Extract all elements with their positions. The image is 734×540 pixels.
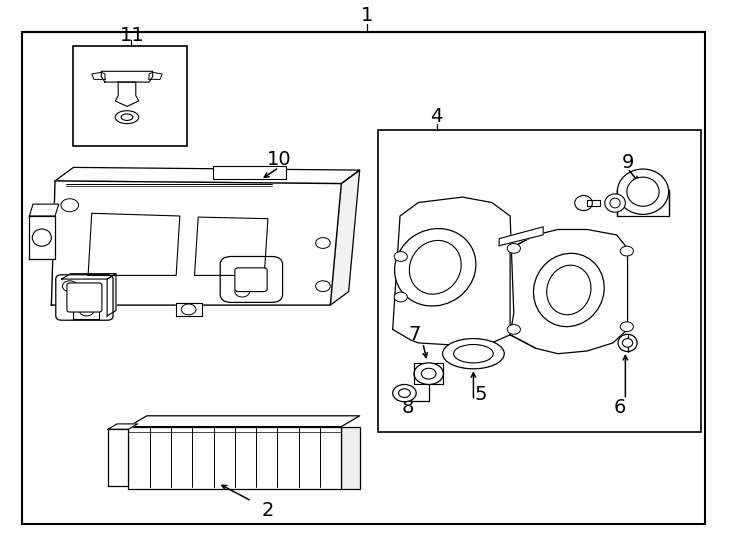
Text: 2: 2 xyxy=(262,501,274,520)
Ellipse shape xyxy=(399,389,410,397)
Ellipse shape xyxy=(454,345,493,363)
Ellipse shape xyxy=(627,177,659,206)
Ellipse shape xyxy=(115,111,139,124)
Ellipse shape xyxy=(620,246,633,256)
Ellipse shape xyxy=(575,195,592,211)
Polygon shape xyxy=(92,72,105,79)
Ellipse shape xyxy=(421,368,436,379)
Ellipse shape xyxy=(394,252,407,261)
Text: 11: 11 xyxy=(120,25,145,45)
Polygon shape xyxy=(108,429,128,486)
Polygon shape xyxy=(29,204,59,216)
Polygon shape xyxy=(195,217,268,275)
Ellipse shape xyxy=(605,194,625,212)
Ellipse shape xyxy=(443,339,504,369)
Polygon shape xyxy=(149,72,162,79)
Text: 8: 8 xyxy=(401,398,413,417)
Ellipse shape xyxy=(507,325,520,334)
Ellipse shape xyxy=(547,265,591,315)
Text: 10: 10 xyxy=(266,150,291,169)
Bar xyxy=(213,166,286,179)
Polygon shape xyxy=(107,274,116,316)
Polygon shape xyxy=(510,230,628,354)
Text: 6: 6 xyxy=(614,398,626,417)
Polygon shape xyxy=(62,274,116,279)
Text: 7: 7 xyxy=(409,325,421,345)
FancyBboxPatch shape xyxy=(220,256,283,302)
Ellipse shape xyxy=(618,334,637,352)
Polygon shape xyxy=(499,227,543,246)
Polygon shape xyxy=(51,181,341,305)
Ellipse shape xyxy=(316,238,330,248)
Bar xyxy=(378,130,701,432)
Text: 3: 3 xyxy=(54,282,66,301)
Bar xyxy=(617,190,669,216)
FancyBboxPatch shape xyxy=(67,283,102,312)
Ellipse shape xyxy=(393,384,416,402)
Text: 5: 5 xyxy=(474,384,487,404)
Polygon shape xyxy=(510,235,536,348)
Bar xyxy=(341,427,360,489)
Polygon shape xyxy=(115,82,139,106)
Polygon shape xyxy=(330,170,360,305)
Polygon shape xyxy=(55,167,360,184)
Polygon shape xyxy=(73,302,99,319)
Text: 1: 1 xyxy=(361,5,373,25)
Ellipse shape xyxy=(32,229,51,246)
Ellipse shape xyxy=(620,322,633,332)
Ellipse shape xyxy=(61,199,79,212)
Ellipse shape xyxy=(622,339,633,347)
Polygon shape xyxy=(101,71,153,82)
Ellipse shape xyxy=(610,198,620,208)
Ellipse shape xyxy=(121,114,133,120)
Polygon shape xyxy=(29,216,55,259)
Text: 9: 9 xyxy=(622,152,633,172)
Bar xyxy=(128,427,341,489)
Ellipse shape xyxy=(181,304,196,315)
Text: 4: 4 xyxy=(431,106,443,126)
Polygon shape xyxy=(176,303,202,316)
FancyBboxPatch shape xyxy=(56,275,113,320)
Ellipse shape xyxy=(316,281,330,292)
Polygon shape xyxy=(108,424,138,429)
Polygon shape xyxy=(587,200,600,206)
Polygon shape xyxy=(88,213,180,275)
Ellipse shape xyxy=(79,305,94,316)
Ellipse shape xyxy=(395,228,476,306)
Ellipse shape xyxy=(62,281,77,292)
Ellipse shape xyxy=(534,253,604,327)
Ellipse shape xyxy=(414,363,443,384)
Bar xyxy=(414,363,443,384)
Bar xyxy=(73,46,187,146)
Ellipse shape xyxy=(507,244,520,253)
Polygon shape xyxy=(128,416,360,427)
Ellipse shape xyxy=(394,292,407,302)
Ellipse shape xyxy=(235,286,250,297)
Polygon shape xyxy=(393,197,514,346)
Ellipse shape xyxy=(617,169,669,214)
Ellipse shape xyxy=(410,240,461,294)
FancyBboxPatch shape xyxy=(235,268,267,292)
